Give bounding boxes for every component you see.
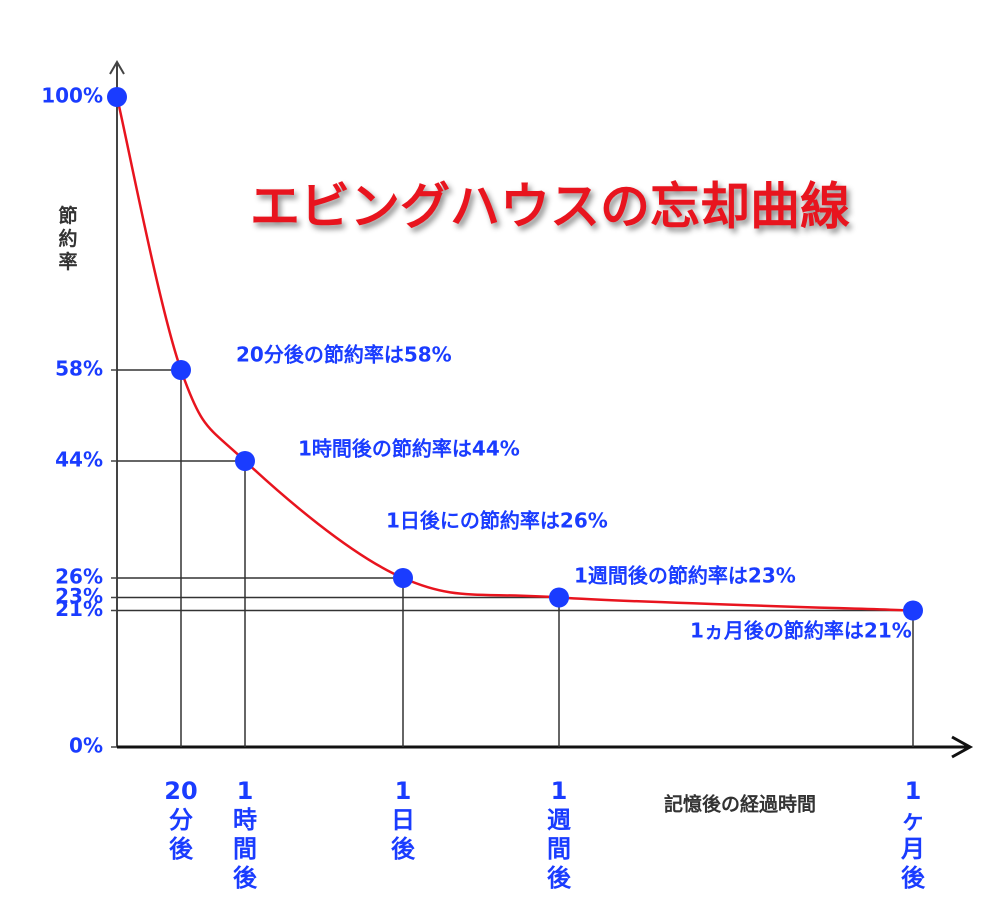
x-tick-label: 1 ヶ月後 xyxy=(900,777,926,892)
data-point xyxy=(235,451,255,471)
annotation: 20分後の節約率は58% xyxy=(236,343,452,367)
annotation: 1日後にの節約率は26% xyxy=(386,509,608,533)
x-tick-label: 1 日後 xyxy=(391,777,416,863)
data-point xyxy=(171,360,191,380)
y-tick-label: 100% xyxy=(41,84,103,108)
y-tick-label: 26% xyxy=(55,565,103,589)
x-tick-label: 20 分後 xyxy=(164,777,197,863)
data-point xyxy=(107,87,127,107)
x-tick-label: 1 週間後 xyxy=(547,777,572,892)
annotation: 1ヵ月後の節約率は21% xyxy=(690,619,912,643)
y-tick-label: 23% xyxy=(55,584,103,608)
annotation: 1時間後の節約率は44% xyxy=(298,437,520,461)
data-point xyxy=(903,600,923,621)
data-point xyxy=(393,568,413,588)
y-tick-label: 58% xyxy=(55,357,103,381)
curve xyxy=(115,96,914,612)
x-axis-arrow xyxy=(951,735,974,759)
x-axis-title: 記憶後の経過時間 xyxy=(664,793,816,816)
data-point xyxy=(549,587,569,608)
y-axis-arrow xyxy=(109,60,125,75)
y-tick-label: 21% xyxy=(55,597,103,621)
y-tick-label: 0% xyxy=(69,734,103,758)
annotation: 1週間後の節約率は23% xyxy=(574,564,796,588)
x-tick-label: 1 時間後 xyxy=(233,777,258,892)
chart-title: エビングハウスの忘却曲線 xyxy=(250,178,850,236)
y-tick-label: 44% xyxy=(55,448,103,472)
y-axis-title: 節約率 xyxy=(56,204,78,274)
